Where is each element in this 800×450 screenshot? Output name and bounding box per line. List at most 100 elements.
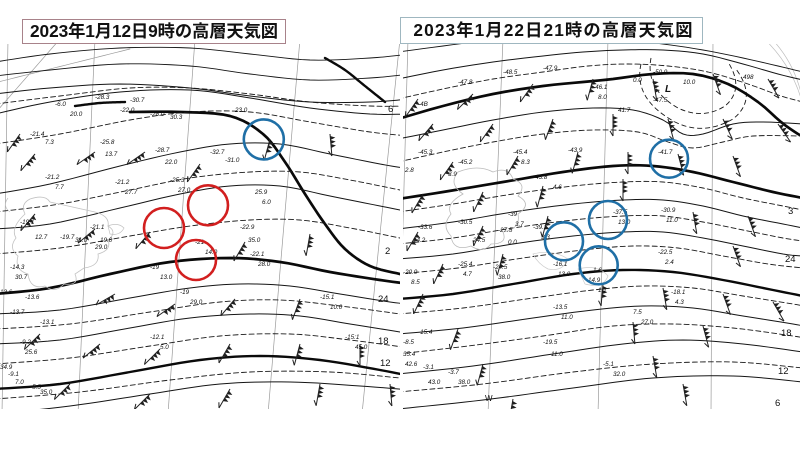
svg-text:-46.1: -46.1 — [593, 84, 607, 91]
svg-text:-3.7: -3.7 — [448, 369, 459, 376]
svg-text:-19: -19 — [150, 264, 160, 271]
svg-text:-47.9: -47.9 — [543, 65, 558, 72]
svg-text:5.0: 5.0 — [160, 344, 169, 351]
svg-text:10.0: 10.0 — [683, 79, 696, 86]
svg-text:6.0: 6.0 — [262, 199, 271, 206]
svg-text:-14.3: -14.3 — [10, 264, 25, 271]
svg-text:-30.5: -30.5 — [458, 219, 473, 226]
svg-text:29.0: 29.0 — [94, 244, 108, 251]
svg-text:22.0: 22.0 — [164, 159, 178, 166]
svg-text:19.0: 19.0 — [100, 237, 113, 244]
svg-text:45.0: 45.0 — [355, 344, 368, 351]
svg-text:18: 18 — [781, 328, 792, 339]
svg-text:20.0: 20.0 — [69, 111, 83, 118]
svg-text:-25.3: -25.3 — [170, 177, 185, 184]
svg-text:8.3: 8.3 — [521, 159, 530, 166]
svg-text:-15.4: -15.4 — [418, 329, 433, 336]
svg-text:-4B: -4B — [418, 101, 428, 108]
svg-text:-18.1: -18.1 — [671, 289, 685, 296]
svg-text:-25.4: -25.4 — [458, 261, 473, 268]
svg-text:1.6: 1.6 — [593, 267, 602, 274]
svg-text:-48.5: -48.5 — [503, 69, 518, 76]
svg-text:498: 498 — [743, 74, 754, 81]
svg-text:-21.2: -21.2 — [45, 174, 60, 181]
svg-text:0.0: 0.0 — [633, 77, 642, 84]
svg-text:2.8: 2.8 — [404, 167, 414, 174]
svg-text:43.0: 43.0 — [428, 379, 441, 386]
svg-text:-13.5: -13.5 — [553, 304, 568, 311]
svg-text:25.9: 25.9 — [254, 189, 268, 196]
svg-text:-3.1: -3.1 — [423, 364, 434, 371]
svg-text:-13.6: -13.6 — [25, 294, 40, 301]
svg-text:30.3: 30.3 — [170, 114, 183, 121]
svg-text:-30.9: -30.9 — [661, 207, 676, 214]
svg-text:38.0: 38.0 — [458, 379, 471, 386]
svg-text:8.0: 8.0 — [598, 94, 607, 101]
svg-text:-28.3: -28.3 — [95, 94, 110, 101]
svg-text:12.7: 12.7 — [35, 234, 48, 241]
svg-text:27.7: 27.7 — [124, 189, 138, 196]
svg-text:-6.0: -6.0 — [55, 101, 66, 108]
svg-text:-22.1: -22.1 — [250, 251, 264, 258]
svg-text:-43.9: -43.9 — [568, 147, 583, 154]
svg-text:-31.0: -31.0 — [225, 157, 240, 164]
svg-text:34.9: 34.9 — [0, 364, 13, 371]
svg-text:-47.5: -47.5 — [653, 97, 668, 104]
svg-text:11.0: 11.0 — [561, 314, 573, 321]
svg-text:6: 6 — [775, 398, 780, 409]
svg-text:35.4: 35.4 — [403, 351, 416, 358]
svg-text:-22.5: -22.5 — [658, 249, 673, 256]
svg-text:4.6: 4.6 — [553, 184, 562, 191]
svg-text:1.1: 1.1 — [598, 287, 607, 294]
svg-text:28.0: 28.0 — [257, 261, 271, 268]
svg-text:-50.9: -50.9 — [653, 69, 668, 76]
svg-text:-24.5: -24.5 — [493, 264, 508, 271]
svg-text:W: W — [485, 394, 493, 403]
svg-text:-22.9: -22.9 — [240, 224, 255, 231]
svg-text:18: 18 — [378, 336, 389, 347]
svg-text:6: 6 — [388, 104, 393, 115]
svg-text:-43.8: -43.8 — [533, 174, 548, 181]
svg-text:7.7: 7.7 — [55, 184, 64, 191]
svg-text:-28.7: -28.7 — [155, 147, 170, 154]
svg-text:13.0: 13.0 — [618, 219, 631, 226]
svg-text:-25.8: -25.8 — [100, 139, 115, 146]
svg-text:12: 12 — [778, 366, 789, 377]
svg-text:42.6: 42.6 — [405, 361, 418, 368]
svg-text:-21.2: -21.2 — [115, 179, 130, 186]
svg-text:7.0: 7.0 — [15, 379, 24, 386]
svg-text:24: 24 — [785, 254, 796, 265]
svg-text:-9.1: -9.1 — [8, 371, 19, 378]
svg-text:-30.7: -30.7 — [130, 97, 145, 104]
svg-text:31.0: 31.0 — [75, 237, 88, 244]
svg-text:4.3: 4.3 — [675, 299, 684, 306]
svg-text:13.0: 13.0 — [160, 274, 173, 281]
svg-text:-20.9: -20.9 — [403, 269, 418, 276]
svg-text:30.7: 30.7 — [15, 274, 28, 281]
svg-text:-19: -19 — [180, 289, 190, 296]
svg-text:11.0: 11.0 — [666, 217, 678, 224]
svg-text:-21.4: -21.4 — [30, 131, 45, 138]
svg-text:27.0: 27.0 — [177, 187, 191, 194]
svg-text:-41.7: -41.7 — [658, 149, 673, 156]
svg-text:13.0: 13.0 — [558, 271, 571, 278]
svg-text:-45.2: -45.2 — [458, 159, 473, 166]
svg-text:-47.8: -47.8 — [458, 79, 473, 86]
svg-text:13.6: 13.6 — [0, 289, 13, 296]
svg-text:2.4: 2.4 — [664, 259, 674, 266]
svg-text:24: 24 — [378, 294, 389, 305]
svg-text:-8.5: -8.5 — [403, 339, 414, 346]
svg-text:-45.3: -45.3 — [418, 149, 433, 156]
svg-text:27.0: 27.0 — [640, 319, 654, 326]
svg-text:29.0: 29.0 — [189, 299, 203, 306]
svg-text:-33.6: -33.6 — [418, 224, 433, 231]
svg-text:L: L — [665, 84, 671, 95]
svg-text:-39.2: -39.2 — [533, 224, 548, 231]
svg-text:-5.1: -5.1 — [603, 361, 614, 368]
svg-text:-15:1: -15:1 — [345, 334, 359, 341]
svg-text:38.0: 38.0 — [498, 274, 511, 281]
svg-text:-13.1: -13.1 — [40, 319, 54, 326]
svg-text:-45.4: -45.4 — [513, 149, 528, 156]
svg-text:-9.2: -9.2 — [20, 339, 31, 346]
svg-text:10.0: 10.0 — [330, 304, 343, 311]
